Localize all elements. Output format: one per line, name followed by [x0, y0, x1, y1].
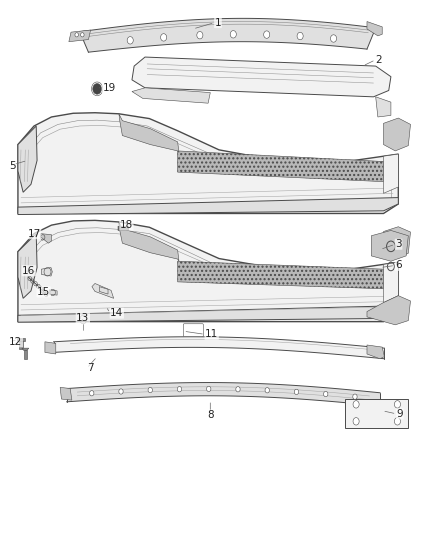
Polygon shape	[367, 296, 410, 325]
Polygon shape	[367, 21, 382, 36]
Polygon shape	[53, 337, 385, 359]
Text: 14: 14	[110, 308, 124, 318]
Polygon shape	[384, 262, 398, 303]
Polygon shape	[178, 261, 384, 289]
Polygon shape	[178, 151, 384, 182]
Polygon shape	[132, 88, 210, 103]
Circle shape	[75, 33, 78, 37]
Text: 11: 11	[205, 329, 218, 340]
Circle shape	[264, 31, 270, 38]
Polygon shape	[92, 284, 114, 298]
Polygon shape	[18, 233, 37, 298]
Text: 5: 5	[9, 161, 16, 171]
Polygon shape	[371, 230, 408, 261]
Circle shape	[331, 35, 336, 42]
Polygon shape	[384, 118, 410, 151]
Circle shape	[161, 34, 167, 41]
Polygon shape	[18, 198, 398, 215]
Polygon shape	[80, 18, 376, 52]
Polygon shape	[67, 383, 380, 406]
Circle shape	[394, 418, 400, 425]
Polygon shape	[22, 348, 29, 350]
Polygon shape	[41, 233, 51, 243]
Polygon shape	[384, 154, 398, 193]
Circle shape	[394, 401, 400, 408]
Circle shape	[177, 386, 182, 392]
Polygon shape	[384, 227, 410, 259]
Circle shape	[127, 37, 133, 44]
Circle shape	[294, 389, 299, 394]
Polygon shape	[45, 342, 56, 354]
Circle shape	[230, 30, 237, 38]
Text: 6: 6	[395, 261, 402, 270]
Polygon shape	[119, 114, 179, 152]
Circle shape	[324, 391, 328, 397]
Circle shape	[207, 386, 211, 392]
Text: 13: 13	[76, 313, 89, 324]
Polygon shape	[19, 341, 23, 349]
Polygon shape	[18, 220, 398, 321]
Text: 3: 3	[395, 239, 402, 249]
Circle shape	[353, 401, 359, 408]
Circle shape	[265, 387, 269, 393]
Circle shape	[236, 386, 240, 392]
Polygon shape	[69, 30, 91, 42]
Text: 12: 12	[9, 337, 22, 347]
Polygon shape	[119, 222, 179, 261]
Text: 19: 19	[102, 83, 116, 93]
Polygon shape	[49, 290, 57, 295]
Circle shape	[81, 33, 84, 37]
Polygon shape	[132, 57, 391, 97]
Circle shape	[297, 33, 303, 40]
Polygon shape	[99, 287, 108, 294]
Circle shape	[89, 391, 94, 396]
Text: 15: 15	[37, 287, 50, 297]
Text: 2: 2	[376, 55, 382, 64]
Circle shape	[148, 387, 152, 393]
Circle shape	[353, 418, 359, 425]
Text: 7: 7	[87, 364, 93, 373]
Polygon shape	[18, 306, 398, 322]
Text: 18: 18	[120, 220, 133, 230]
Polygon shape	[60, 387, 72, 400]
Text: 8: 8	[207, 410, 214, 420]
Polygon shape	[42, 268, 52, 276]
Text: 1: 1	[215, 18, 221, 28]
Polygon shape	[345, 399, 408, 428]
Polygon shape	[18, 113, 398, 214]
Polygon shape	[17, 338, 25, 341]
Polygon shape	[376, 97, 391, 117]
Circle shape	[353, 394, 357, 399]
Circle shape	[197, 31, 203, 39]
Circle shape	[93, 84, 102, 94]
Text: 17: 17	[28, 229, 41, 239]
FancyBboxPatch shape	[184, 324, 203, 336]
Polygon shape	[24, 350, 27, 359]
Polygon shape	[367, 345, 385, 359]
Polygon shape	[18, 126, 37, 192]
Text: 16: 16	[22, 266, 35, 276]
Text: 9: 9	[396, 409, 403, 419]
Circle shape	[119, 389, 123, 394]
Polygon shape	[118, 226, 129, 230]
